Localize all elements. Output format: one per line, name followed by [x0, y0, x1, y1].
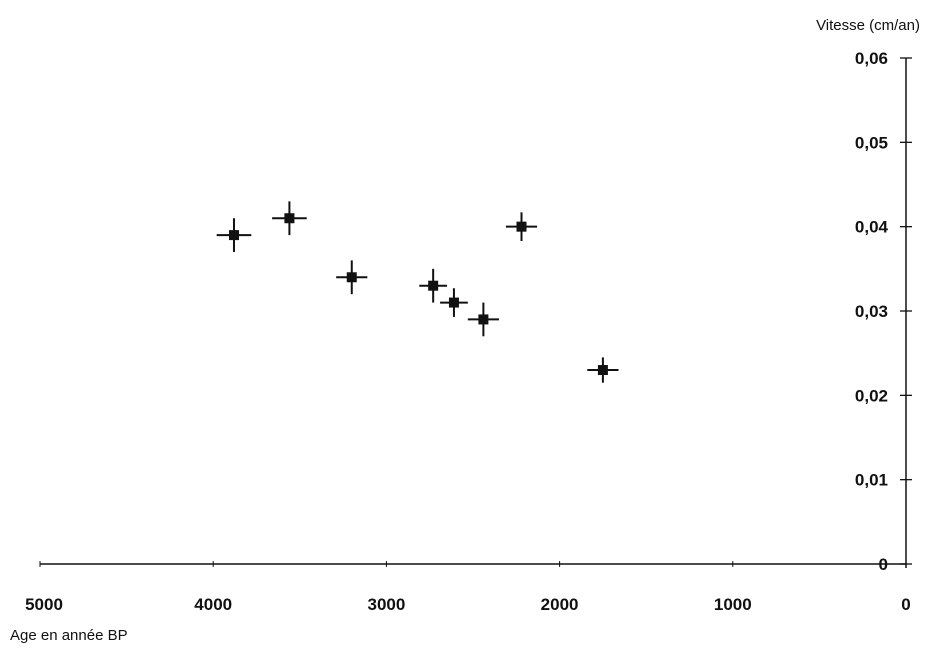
data-point	[419, 268, 448, 303]
data-point	[216, 218, 252, 252]
x-tick-label: 0	[901, 595, 910, 614]
y-tick-label: 0,01	[855, 471, 888, 490]
data-points	[216, 201, 619, 383]
y-tick-label: 0,02	[855, 386, 888, 405]
x-tick-label: 3000	[367, 595, 405, 614]
x-tick-label: 5000	[25, 595, 63, 614]
point-marker	[284, 213, 295, 224]
x-tick-label: 1000	[714, 595, 752, 614]
point-marker	[478, 314, 489, 325]
x-axis-ticks: 5000 4000 3000 2000 1000 0	[25, 561, 911, 614]
x-tick-label: 4000	[194, 595, 232, 614]
point-marker	[428, 280, 439, 291]
y-axis-ticks: 0 0,01 0,02 0,03 0,04 0,05 0,06	[855, 49, 912, 574]
point-marker	[597, 365, 608, 376]
point-marker	[516, 221, 527, 232]
point-marker	[228, 230, 239, 241]
y-axis-title: Vitesse (cm/an)	[816, 17, 920, 34]
y-tick-label: 0,05	[855, 133, 888, 152]
y-tick-label: 0,04	[855, 218, 889, 237]
data-point	[336, 260, 368, 295]
data-point	[440, 288, 468, 317]
point-marker	[346, 272, 357, 283]
data-point	[587, 357, 619, 383]
axes	[40, 58, 907, 568]
y-tick-label: 0	[879, 555, 888, 574]
data-point	[505, 212, 538, 242]
y-tick-label: 0,06	[855, 49, 888, 68]
point-marker	[448, 297, 459, 308]
data-point	[467, 302, 499, 337]
x-tick-label: 2000	[541, 595, 579, 614]
y-tick-label: 0,03	[855, 302, 888, 321]
data-point	[272, 201, 307, 236]
x-axis-title: Age en année BP	[10, 627, 128, 644]
